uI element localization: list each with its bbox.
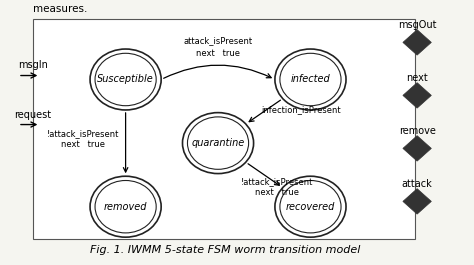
Polygon shape bbox=[403, 30, 431, 55]
Ellipse shape bbox=[182, 113, 254, 174]
Text: infection_isPresent: infection_isPresent bbox=[261, 105, 341, 114]
Ellipse shape bbox=[90, 49, 161, 110]
Text: next: next bbox=[406, 73, 428, 83]
Text: request: request bbox=[14, 110, 51, 120]
Ellipse shape bbox=[275, 49, 346, 110]
Text: removed: removed bbox=[104, 202, 147, 212]
Text: remove: remove bbox=[399, 126, 436, 136]
Polygon shape bbox=[403, 189, 431, 214]
Ellipse shape bbox=[90, 176, 161, 237]
Text: next   true: next true bbox=[61, 140, 105, 149]
Text: !attack_isPresent: !attack_isPresent bbox=[241, 177, 313, 186]
Text: Fig. 1. IWMM 5-state FSM worm transition model: Fig. 1. IWMM 5-state FSM worm transition… bbox=[90, 245, 360, 255]
Text: infected: infected bbox=[291, 74, 330, 85]
Text: msgOut: msgOut bbox=[398, 20, 437, 30]
FancyBboxPatch shape bbox=[33, 19, 415, 239]
Polygon shape bbox=[403, 83, 431, 108]
Text: attack_isPresent: attack_isPresent bbox=[183, 37, 253, 46]
Text: msgIn: msgIn bbox=[18, 60, 48, 70]
Text: measures.: measures. bbox=[33, 4, 88, 14]
Text: Susceptible: Susceptible bbox=[97, 74, 154, 85]
Text: recovered: recovered bbox=[286, 202, 335, 212]
Ellipse shape bbox=[275, 176, 346, 237]
Text: !attack_isPresent: !attack_isPresent bbox=[47, 129, 119, 138]
Text: next   true: next true bbox=[196, 48, 240, 58]
Text: quarantine: quarantine bbox=[191, 138, 245, 148]
Polygon shape bbox=[403, 136, 431, 161]
Text: next   true: next true bbox=[255, 188, 299, 197]
Text: attack: attack bbox=[402, 179, 432, 189]
